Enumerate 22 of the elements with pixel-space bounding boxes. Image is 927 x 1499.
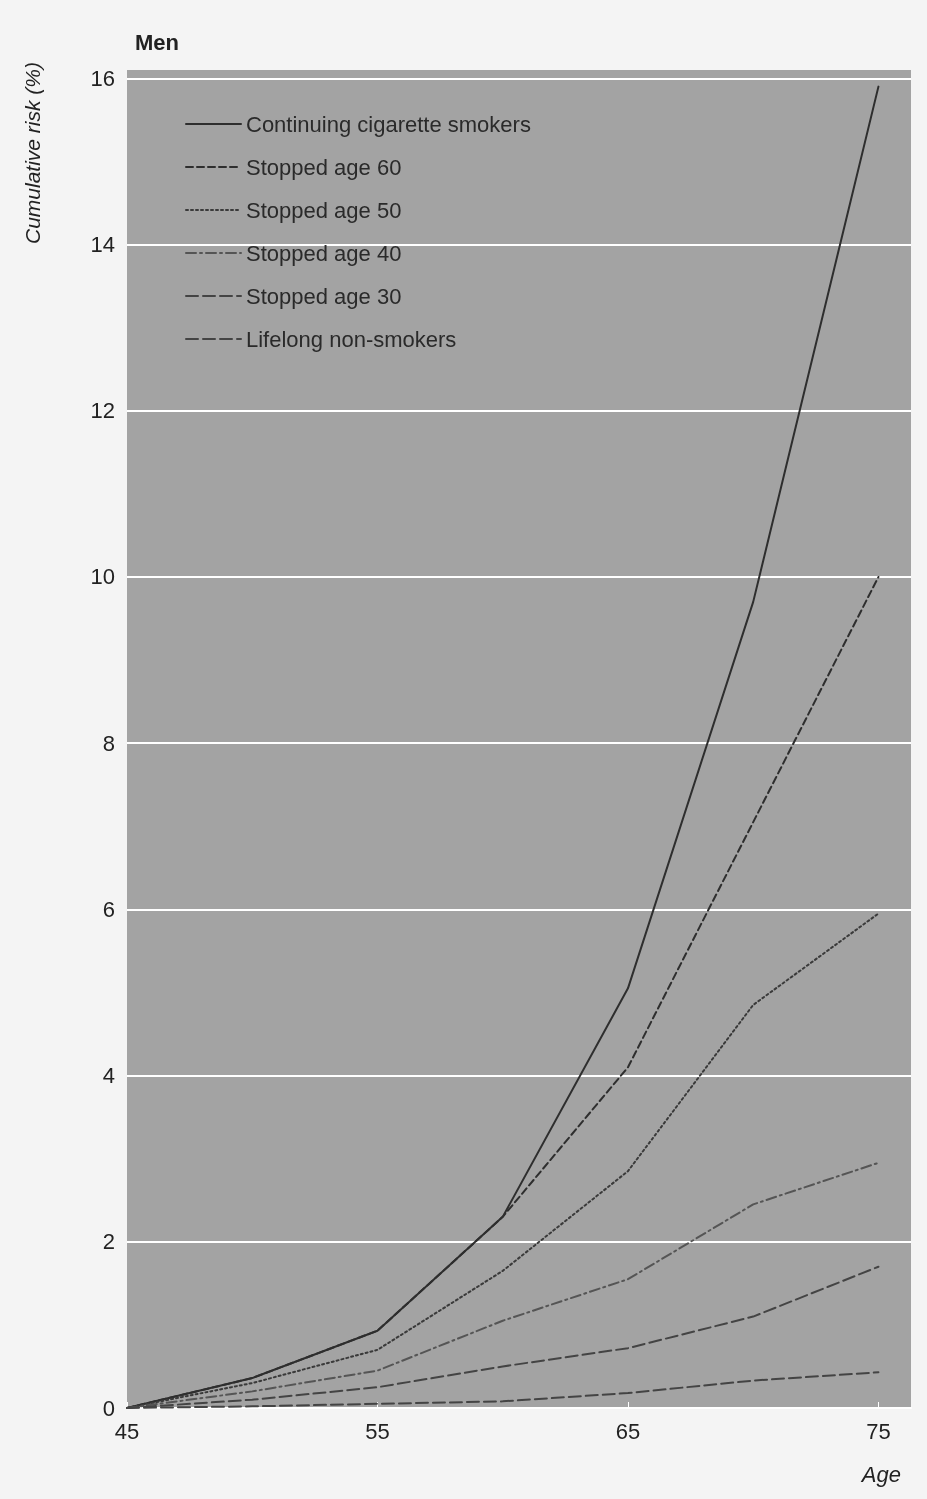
x-tick-label: 55: [365, 1418, 390, 1444]
chart-title: Men: [135, 29, 179, 55]
x-tick-label: 45: [114, 1418, 140, 1444]
y-tick-label: 10: [90, 564, 115, 590]
legend-label: Stopped age 40: [246, 240, 402, 266]
x-tick-label: 75: [866, 1418, 891, 1444]
legend-label: Lifelong non-smokers: [246, 326, 457, 352]
legend-label: Stopped age 50: [246, 197, 402, 223]
legend-label: Stopped age 60: [246, 154, 402, 180]
y-axis-title: Cumulative risk (%): [20, 62, 44, 245]
y-tick-label: 2: [102, 1229, 115, 1255]
y-tick-label: 8: [102, 730, 115, 756]
y-tick-label: 4: [102, 1063, 115, 1089]
legend-label: Continuing cigarette smokers: [246, 111, 531, 137]
legend-label: Stopped age 30: [246, 283, 402, 309]
x-tick-label: 65: [615, 1418, 641, 1444]
y-tick-label: 0: [102, 1395, 115, 1421]
y-tick-label: 6: [102, 896, 115, 922]
x-axis-title: Age: [859, 1461, 901, 1487]
y-tick-label: 16: [90, 65, 115, 91]
y-tick-label: 14: [90, 232, 115, 258]
y-tick-label: 12: [90, 398, 115, 424]
